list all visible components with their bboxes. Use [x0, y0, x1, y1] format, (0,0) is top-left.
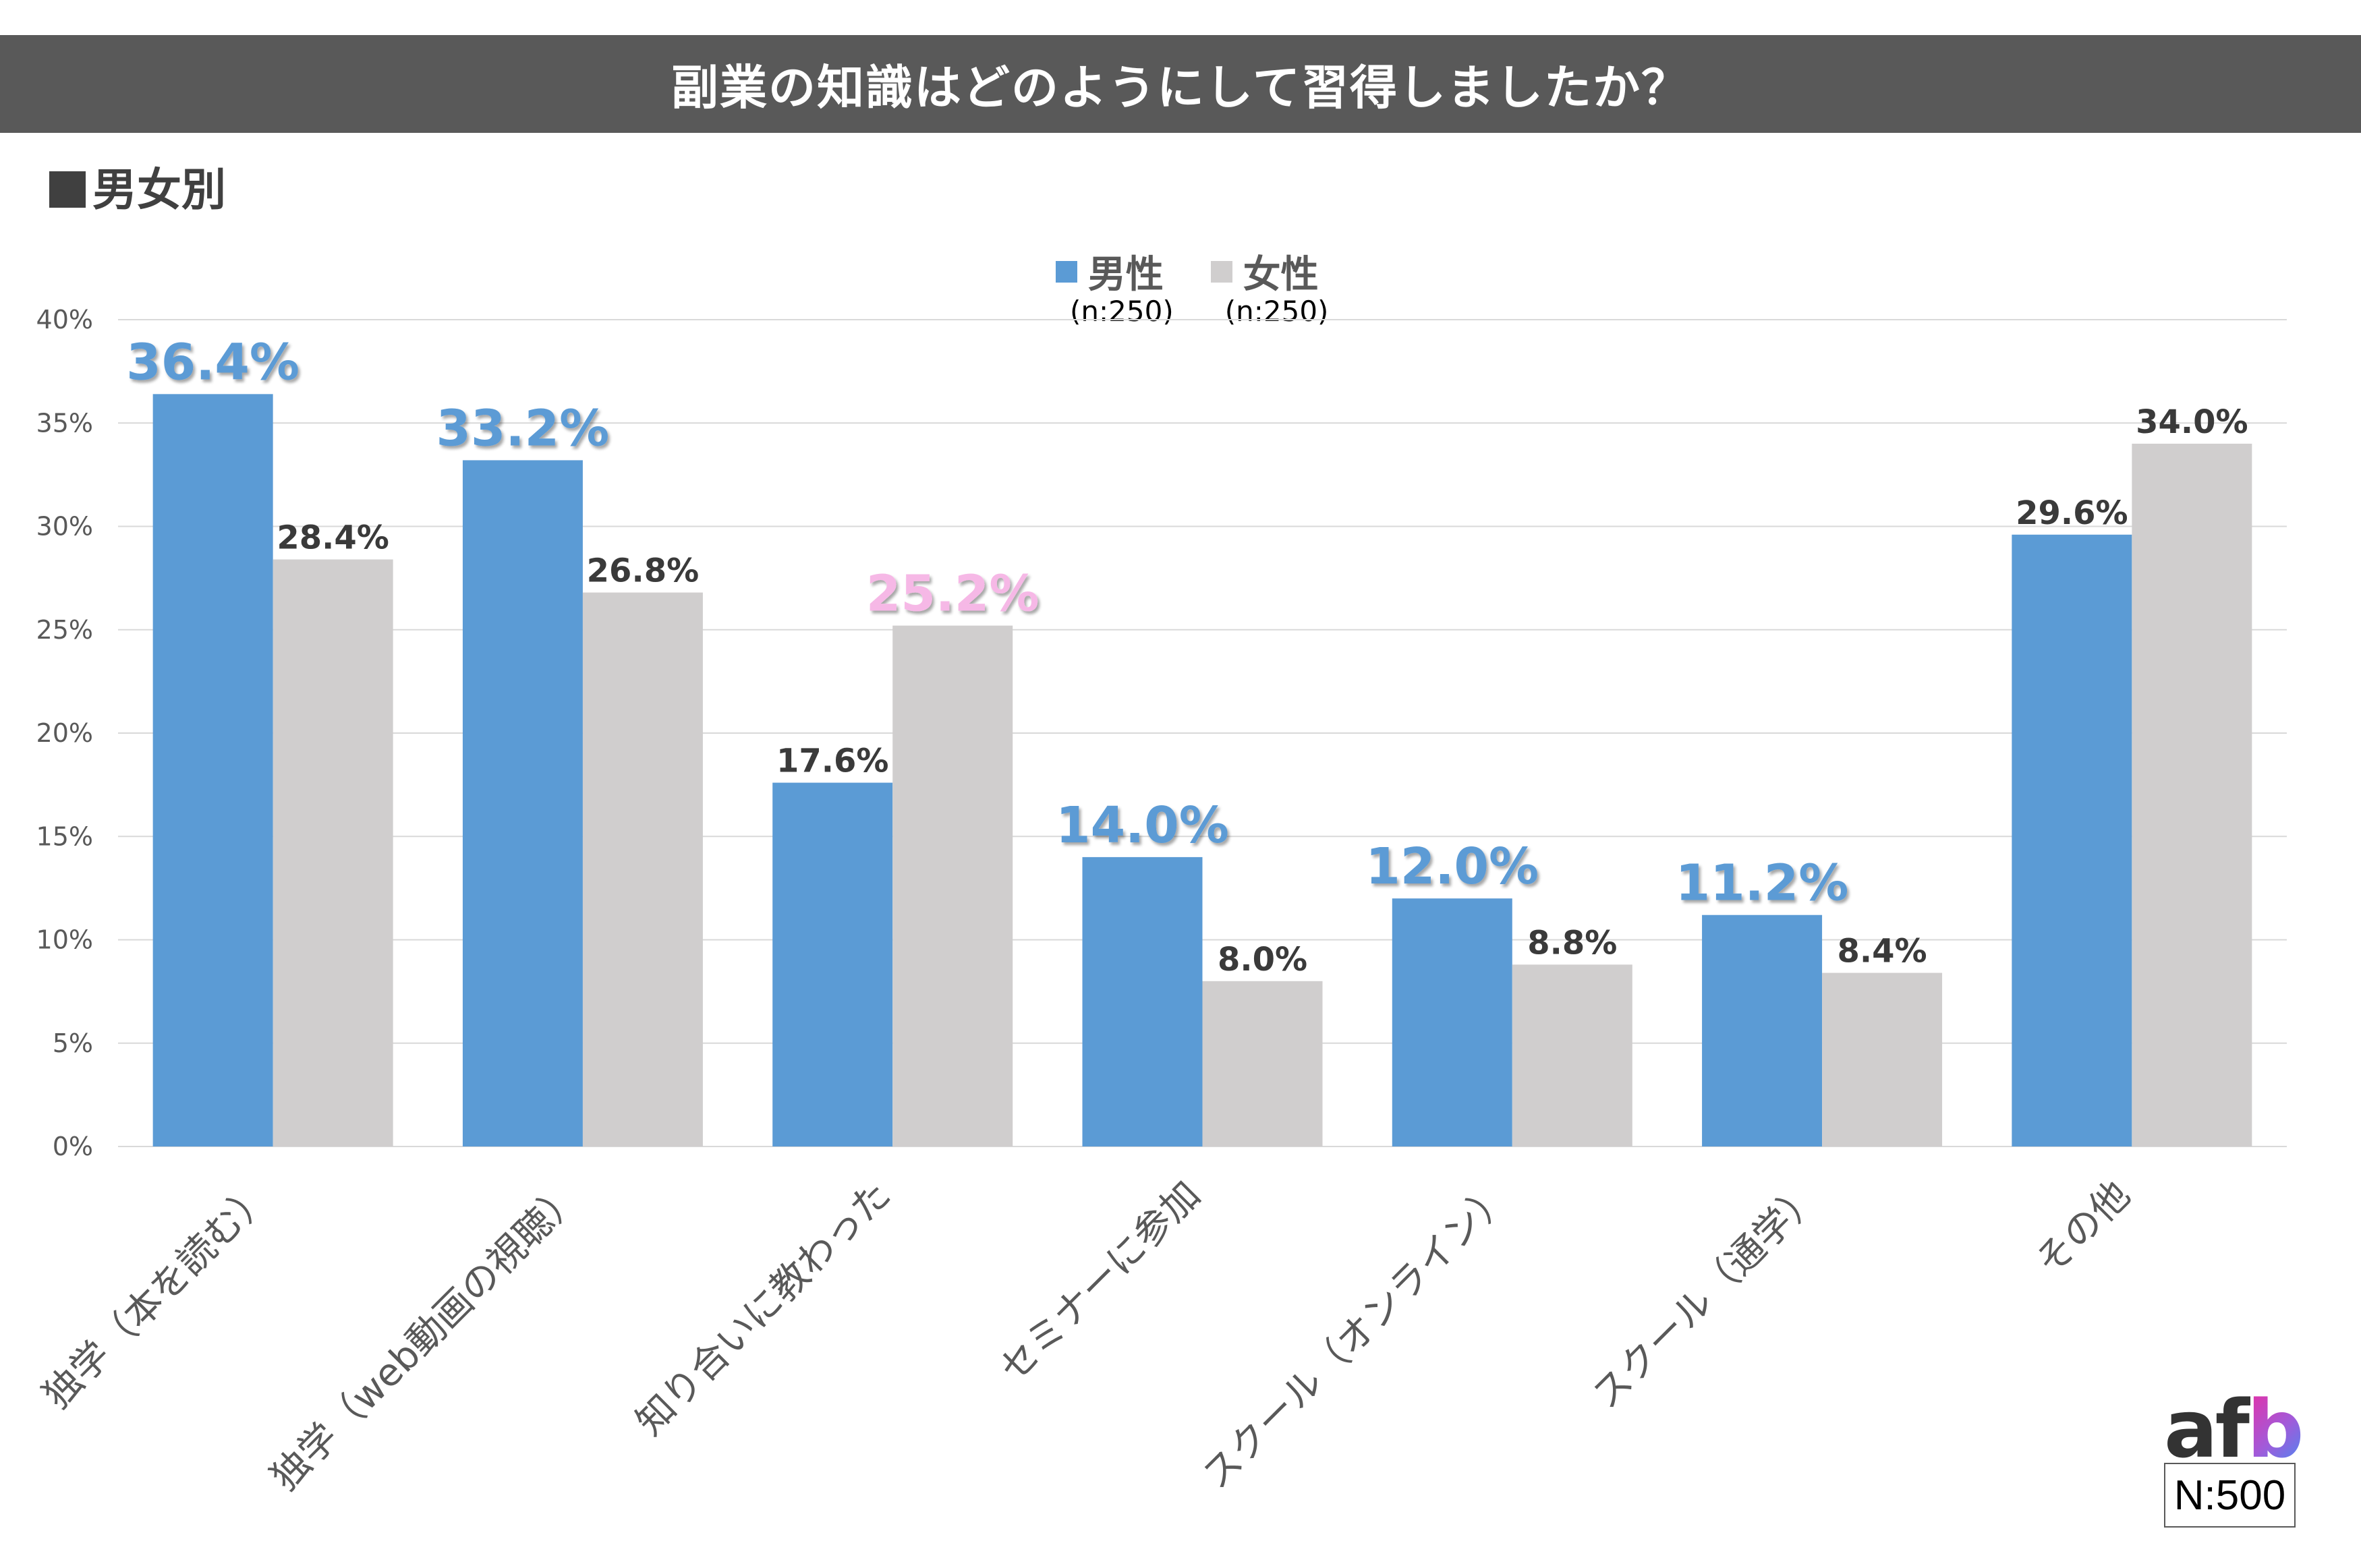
data-label-male: 29.6%: [2016, 494, 2128, 532]
y-tick-label: 20%: [36, 718, 93, 748]
y-tick-label: 30%: [36, 512, 93, 542]
legend-item-female: 女性 (n:250): [1201, 244, 1329, 328]
bar-male: [462, 460, 583, 1146]
afb-logo: afb: [2164, 1383, 2304, 1476]
title-bar: 副業の知識はどのようにして習得しましたか？: [0, 35, 2361, 133]
data-labels: 36.4% 28.4% 33.2% 26.8% 17.6% 25.2% 14.0% 8.0% 1…: [126, 333, 2248, 978]
data-label-male: 17.6%: [776, 743, 889, 780]
bar-female: [2132, 443, 2252, 1146]
y-tick-label: 35%: [36, 408, 93, 438]
x-axis-category-label: セミナーに参加: [991, 1173, 1209, 1391]
bar-female: [582, 592, 703, 1146]
data-label-male: 14.0%: [1056, 796, 1229, 854]
legend-swatch-male: [1055, 260, 1077, 283]
x-axis-category-label: スクール（通学）: [1584, 1173, 1829, 1418]
bars: [152, 394, 2252, 1146]
bar-female: [273, 559, 393, 1146]
legend-label-female: 女性: [1243, 253, 1319, 297]
bar-male: [772, 782, 893, 1146]
data-label-female: 34.0%: [2136, 403, 2248, 441]
y-axis-ticks: 0% 5% 10% 15% 20% 25% 30% 35% 40%: [36, 305, 93, 1161]
legend-n-female: (n:250): [1224, 295, 1329, 328]
data-label-male: 12.0%: [1365, 838, 1539, 896]
data-label-female: 8.8%: [1527, 924, 1617, 962]
data-label-female: 25.2%: [866, 565, 1040, 623]
legend-item-male: 男性 (n:250): [1046, 244, 1174, 328]
chart-title: 副業の知識はどのようにして習得しましたか？: [671, 60, 1690, 115]
x-axis-category-label: 独学（web動画の視聴）: [263, 1173, 590, 1499]
data-label-male: 33.2%: [436, 399, 610, 457]
bar-male: [1082, 856, 1203, 1146]
logo-b: b: [2246, 1383, 2304, 1476]
x-axis-category-label: 知り合いに教わった: [628, 1173, 899, 1444]
legend-n-male: (n:250): [1070, 295, 1174, 328]
data-label-female: 28.4%: [277, 519, 389, 557]
data-label-female: 8.0%: [1218, 941, 1307, 979]
subtitle: 男女別: [49, 154, 226, 219]
y-tick-label: 10%: [36, 925, 93, 955]
legend-label-male: 男性: [1087, 253, 1164, 297]
y-tick-label: 40%: [36, 305, 93, 335]
data-label-male: 11.2%: [1676, 854, 1849, 912]
bar-female: [892, 625, 1013, 1146]
legend: 男性 (n:250) 女性 (n:250): [1046, 244, 1328, 328]
y-tick-label: 0%: [53, 1132, 93, 1161]
data-label-female: 26.8%: [587, 552, 700, 590]
x-axis-category-label: その他: [2028, 1173, 2139, 1284]
bar-male: [152, 394, 273, 1146]
bar-male: [1392, 898, 1512, 1146]
bar-female: [1822, 972, 1943, 1146]
legend-swatch-female: [1210, 260, 1232, 283]
bar-female: [1512, 964, 1632, 1146]
bar-male: [2012, 534, 2132, 1146]
square-bullet-icon: [49, 171, 86, 208]
x-axis-category-label: 独学（本を読む）: [35, 1173, 280, 1418]
data-label-male: 36.4%: [126, 333, 300, 391]
y-tick-label: 15%: [36, 821, 93, 851]
x-axis-category-label: スクール（オンライン）: [1194, 1173, 1519, 1498]
subtitle-text: 男女別: [92, 164, 226, 216]
data-label-female: 8.4%: [1838, 933, 1927, 970]
y-tick-label: 5%: [53, 1028, 93, 1058]
bar-male: [1702, 914, 1823, 1146]
bar-female: [1202, 981, 1323, 1146]
x-axis-labels: 独学（本を読む）独学（web動画の視聴） 知り合いに教わった セミナーに参加スクール…: [35, 1173, 2138, 1499]
sample-size-box: N:500: [2164, 1463, 2296, 1528]
y-tick-label: 25%: [36, 615, 93, 645]
logo-af: af: [2164, 1383, 2250, 1476]
